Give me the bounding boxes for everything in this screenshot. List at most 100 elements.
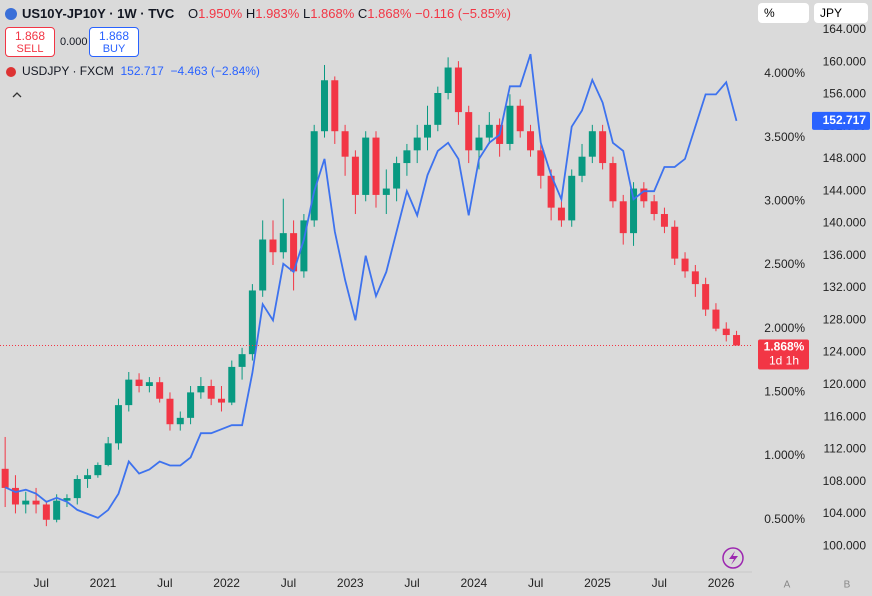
compare-change: −4.463 (−2.84%) (170, 64, 260, 78)
x-tick-label: 2022 (213, 576, 240, 590)
candle-body (351, 156, 359, 195)
candle-body (568, 175, 576, 221)
candle-body (465, 112, 473, 151)
y2-tick-label: 156.000 (823, 87, 867, 101)
candle-body (403, 150, 411, 164)
y2-tick-label: 140.000 (823, 216, 867, 230)
candle-body (557, 207, 565, 221)
candle-body (207, 386, 215, 399)
x-tick-label: 2021 (90, 576, 117, 590)
currency-select[interactable]: JPY (814, 3, 868, 23)
compare-symbol: USDJPY · FXCM (22, 64, 114, 78)
buy-button[interactable]: 1.868 BUY (89, 27, 139, 57)
candle-body (1, 468, 9, 488)
candle-body (290, 233, 298, 272)
candle-body (11, 487, 19, 505)
compare-price: 152.717 (120, 64, 164, 78)
spread: 0.000 (60, 36, 88, 48)
y2-tick-label: 132.000 (823, 280, 867, 294)
candle-body (341, 131, 349, 157)
candle-body (619, 201, 627, 234)
candle-body (156, 382, 164, 399)
y-tick-label: 2.000% (764, 321, 805, 335)
candle-body (660, 214, 668, 227)
sell-label: SELL (16, 43, 44, 55)
lightning-button[interactable] (722, 547, 744, 569)
candle-body (32, 500, 40, 505)
candle-body (238, 354, 246, 367)
candle-body (135, 379, 143, 387)
y2-tick-label: 128.000 (823, 312, 867, 326)
candle-body (166, 398, 174, 425)
candle-body (578, 156, 586, 176)
ohlc-key: L (302, 6, 311, 21)
candle-body (63, 498, 71, 501)
price-tag (812, 111, 870, 130)
y-tick-label: 2.500% (764, 257, 805, 271)
candle-body (434, 92, 442, 125)
candle-body (393, 163, 401, 189)
candle-body (640, 188, 648, 202)
candle-body (681, 258, 689, 272)
candle-body (516, 105, 524, 132)
candle-body (310, 131, 318, 221)
y2-tick-label: 116.000 (824, 409, 867, 423)
candle-body (228, 366, 236, 403)
ohlc-key: O (188, 6, 199, 21)
y2-tick-label: 112.000 (824, 442, 867, 456)
compare-legend: USDJPY · FXCM 152.717 −4.463 (−2.84%) (22, 64, 260, 78)
x-tick-label: Jul (528, 576, 543, 590)
candle-body (362, 137, 370, 195)
y2-tick-label: 120.000 (823, 377, 867, 391)
price-tag-label: 1.868% (764, 340, 805, 354)
scale-mode[interactable]: % (758, 3, 809, 23)
candle-body (259, 239, 267, 291)
y-tick-label: 1.500% (764, 385, 805, 399)
candle-body (722, 328, 730, 336)
flag-icon (6, 67, 16, 77)
y2-tick-label: 164.000 (823, 22, 867, 36)
candle-body (73, 479, 81, 499)
y-tick-label: 4.000% (764, 66, 805, 80)
compare-line (4, 53, 738, 519)
y2-tick-label: 160.000 (823, 54, 867, 68)
x-tick-label: Jul (281, 576, 296, 590)
collapse-caret[interactable] (12, 92, 22, 98)
ohlc-change: −0.116 (−5.85%) (415, 6, 511, 21)
ohlc-value: 1.983% (255, 6, 300, 21)
x-tick-label: Jul (34, 576, 49, 590)
axis-button: A (784, 580, 791, 591)
candle-body (320, 80, 328, 132)
ohlc-readout: O1.950% H1.983% L1.868% C1.868% −0.116 (… (188, 6, 511, 21)
y2-tick-label: 136.000 (823, 248, 867, 262)
candle-body (331, 80, 339, 132)
sell-button[interactable]: 1.868 SELL (5, 27, 55, 57)
candle-body (53, 500, 61, 520)
y2-tick-label: 100.000 (823, 538, 867, 552)
y2-tick-label: 124.000 (823, 345, 867, 359)
ohlc-key: C (357, 6, 368, 21)
x-tick-label: 2025 (584, 576, 611, 590)
x-tick-label: Jul (404, 576, 419, 590)
candle-body (372, 137, 380, 195)
candle-body (424, 124, 432, 138)
candle-body (702, 284, 710, 310)
y-tick-label: 3.500% (764, 130, 805, 144)
candle-body (671, 226, 679, 259)
y-tick-label: 1.000% (764, 448, 805, 462)
y2-tick-label: 108.000 (823, 474, 867, 488)
candle-body (599, 131, 607, 164)
symbol-title: US10Y-JP10Y · 1W · TVC (22, 6, 175, 21)
candle-body (94, 464, 102, 476)
candle-body (733, 335, 741, 346)
candle-body (269, 239, 277, 253)
candle-body (444, 67, 452, 93)
candle-body (475, 137, 483, 151)
candle-body (630, 188, 638, 234)
y2-tick-label: 148.000 (823, 151, 867, 165)
candle-body (114, 405, 122, 444)
candle-body (537, 150, 545, 176)
candle-body (279, 233, 287, 253)
